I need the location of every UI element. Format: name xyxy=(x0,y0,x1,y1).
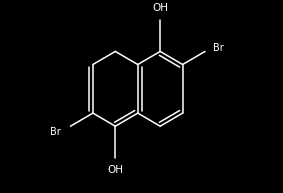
Text: OH: OH xyxy=(152,3,168,13)
Text: OH: OH xyxy=(107,164,123,174)
Text: Br: Br xyxy=(50,127,61,137)
Text: Br: Br xyxy=(213,43,223,53)
